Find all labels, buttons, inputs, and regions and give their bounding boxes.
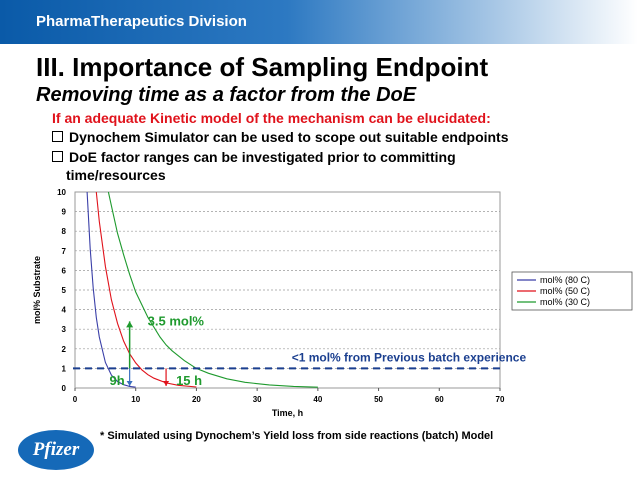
substrate-chart: 0 1 2 3 4 5 6 7 8 9 10 0 10 20 30 40 50 60 70 Time, h mol% S… [32, 188, 633, 418]
intro-text: If an adequate Kinetic model of the mech… [52, 110, 491, 126]
amount-arrow-icon [126, 321, 134, 328]
legend-entry: mol% (80 C) [540, 275, 590, 285]
y-tick-label: 9 [62, 208, 67, 217]
bullet-text: Dynochem Simulator can be used to scope … [69, 129, 509, 145]
x-tick-label: 30 [253, 395, 262, 404]
y-tick-label: 2 [62, 345, 67, 354]
y-tick-label: 3 [62, 325, 67, 334]
series-line [107, 191, 318, 388]
x-tick-label: 60 [435, 395, 444, 404]
slide-subtitle: Removing time as a factor from the DoE [36, 84, 417, 106]
bullet-continuation: time/resources [66, 167, 166, 183]
x-tick-label: 50 [374, 395, 383, 404]
y-tick-label: 5 [62, 286, 67, 295]
legend-entry: mol% (30 C) [540, 297, 590, 307]
y-tick-label: 7 [62, 247, 67, 256]
bullet-text: DoE factor ranges can be investigated pr… [69, 149, 456, 165]
x-tick-label: 0 [73, 395, 78, 404]
division-banner: PharmaTherapeutics Division [0, 0, 638, 44]
series-line [86, 191, 136, 388]
bullet-doe-ranges: DoE factor ranges can be investigated pr… [52, 149, 456, 165]
logo-text: Pfizer [32, 439, 80, 460]
y-tick-label: 6 [62, 266, 67, 275]
marker-15h-arrow-icon [163, 381, 170, 387]
checkbox-bullet-icon [52, 131, 63, 142]
checkbox-bullet-icon [52, 151, 63, 162]
bullet-simulator: Dynochem Simulator can be used to scope … [52, 129, 509, 145]
y-tick-label: 1 [62, 364, 67, 373]
slide-title: III. Importance of Sampling Endpoint [36, 52, 489, 82]
amount-label: 3.5 mol% [148, 313, 205, 328]
pfizer-logo: Pfizer [18, 430, 94, 470]
y-tick-label: 4 [62, 306, 67, 315]
x-tick-label: 20 [192, 395, 201, 404]
marker-9h-label: 9h [109, 373, 124, 388]
x-tick-label: 70 [496, 395, 505, 404]
y-axis-label: mol% Substrate [32, 256, 42, 324]
threshold-label: <1 mol% from Previous batch experience [292, 350, 527, 364]
legend-entry: mol% (50 C) [540, 286, 590, 296]
division-name: PharmaTherapeutics Division [36, 13, 247, 30]
y-tick-label: 0 [62, 384, 67, 393]
y-tick-label: 8 [62, 227, 67, 236]
x-tick-label: 10 [131, 395, 140, 404]
x-axis-label: Time, h [272, 408, 303, 418]
footnote: * Simulated using Dynochem’s Yield loss … [100, 430, 494, 442]
y-tick-label: 10 [57, 188, 66, 197]
marker-9h-arrow-icon [126, 381, 133, 387]
x-tick-label: 40 [313, 395, 322, 404]
marker-15h-label: 15 h [176, 373, 202, 388]
